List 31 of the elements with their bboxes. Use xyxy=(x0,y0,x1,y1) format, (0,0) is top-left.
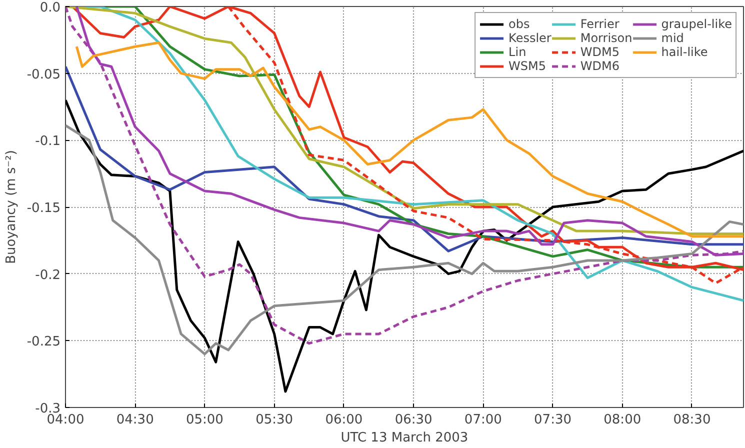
legend-label: mid xyxy=(661,31,684,45)
x-tick-label: 07:00 xyxy=(464,412,502,428)
legend-label: obs xyxy=(508,17,530,31)
x-tick-label: 04:30 xyxy=(116,412,154,428)
line-series xyxy=(66,124,744,356)
x-tick-label: 08:30 xyxy=(673,412,711,428)
legend-label: Kessler xyxy=(508,31,552,45)
x-tick-label: 05:30 xyxy=(256,412,294,428)
line-series xyxy=(75,41,744,238)
legend-label: WDM5 xyxy=(580,45,620,59)
x-tick-label: 08:00 xyxy=(604,412,642,428)
legend-label: graupel-like xyxy=(661,17,732,31)
legend-label: WSM5 xyxy=(508,59,546,73)
x-tick-label: 06:00 xyxy=(325,412,363,428)
y-tick-label: -0.05 xyxy=(26,67,61,82)
legend-label: Lin xyxy=(508,45,528,59)
y-tick-label: 0.0 xyxy=(40,0,61,16)
legend-label: WDM6 xyxy=(580,59,620,73)
y-tick-label: -0.15 xyxy=(26,201,61,216)
legend-label: Ferrier xyxy=(580,17,620,31)
legend-label: hail-like xyxy=(661,45,708,59)
y-axis-title: Buoyancy (m s⁻²) xyxy=(4,150,19,264)
legend-label: Morrison xyxy=(580,31,632,45)
y-tick-label: -0.2 xyxy=(35,268,61,283)
y-tick-label: -0.25 xyxy=(26,334,61,350)
x-axis-title: UTC 13 March 2003 xyxy=(340,430,468,446)
x-tick-label: 05:00 xyxy=(186,412,224,428)
x-tick-label: 06:30 xyxy=(394,412,432,428)
x-tick-label: 04:00 xyxy=(46,412,84,428)
y-tick-label: -0.1 xyxy=(35,134,61,150)
x-tick-label: 07:30 xyxy=(534,412,572,428)
